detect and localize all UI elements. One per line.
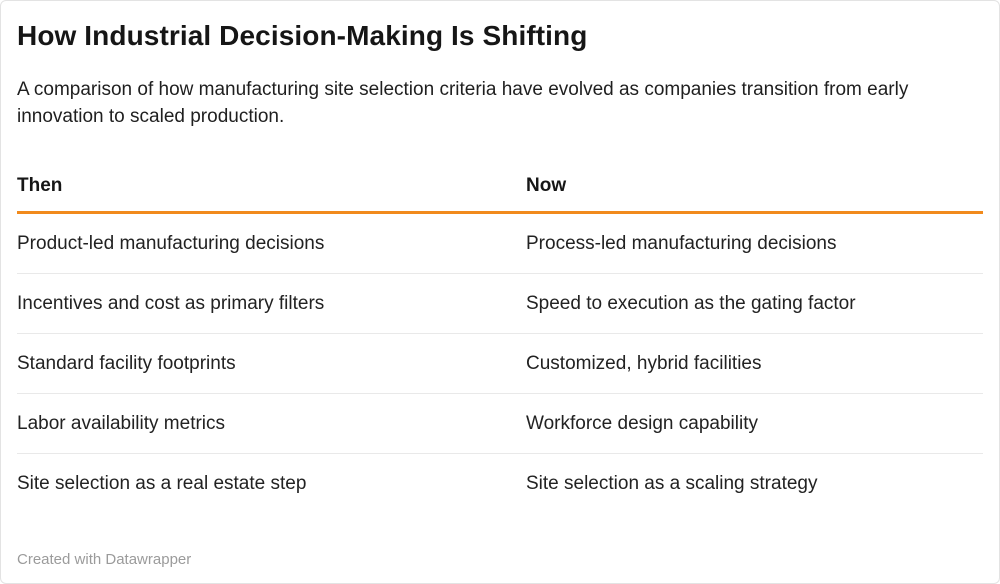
cell-then: Labor availability metrics xyxy=(17,412,226,434)
table-header-row: Then Now xyxy=(17,130,983,214)
cell-then: Site selection as a real estate step xyxy=(17,473,307,494)
table-row: Standard facility footprints Customized, … xyxy=(17,334,983,394)
column-header-then: Then xyxy=(17,175,63,196)
cell-then: Product-led manufacturing decisions xyxy=(17,232,325,254)
cell-now: Customized, hybrid facilities xyxy=(526,352,762,374)
table-body: Product-led manufacturing decisions Proce… xyxy=(17,214,983,514)
chart-description: A comparison of how manufacturing site s… xyxy=(17,79,909,127)
column-header-now: Now xyxy=(526,175,567,196)
cell-now: Process-led manufacturing decisions xyxy=(526,232,837,254)
cell-then: Incentives and cost as primary filters xyxy=(17,292,325,314)
cell-now: Site selection as a scaling strategy xyxy=(526,473,818,494)
cell-now: Speed to execution as the gating factor xyxy=(526,292,856,314)
comparison-table: Then Now Product-led manufacturing decis… xyxy=(17,130,983,514)
cell-now: Workforce design capability xyxy=(526,412,758,434)
datawrapper-attribution-link[interactable]: Created with Datawrapper xyxy=(17,551,192,568)
table-row: Incentives and cost as primary filters Sp… xyxy=(17,274,983,334)
cell-then: Standard facility footprints xyxy=(17,352,236,374)
table-row: Labor availability metrics Workforce desi… xyxy=(17,394,983,454)
table-row: Site selection as a real estate step Site… xyxy=(17,454,983,514)
chart-title: How Industrial Decision-Making Is Shifti… xyxy=(17,20,588,51)
table-row: Product-led manufacturing decisions Proce… xyxy=(17,214,983,274)
